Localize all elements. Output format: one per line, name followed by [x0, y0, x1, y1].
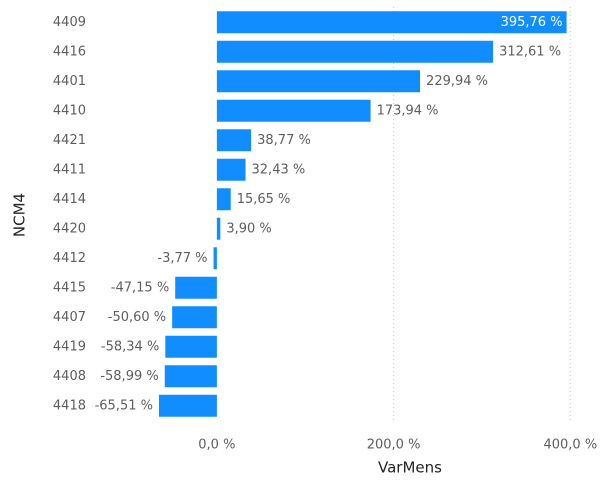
bar — [216, 188, 231, 211]
y-tick-label: 4412 — [53, 251, 86, 266]
y-tick-label: 4409 — [53, 15, 86, 30]
data-label: -58,34 % — [101, 339, 159, 354]
bar — [216, 129, 252, 152]
y-tick-label: 4407 — [53, 310, 86, 325]
data-label: 15,65 % — [237, 192, 291, 207]
y-tick-label: 4421 — [53, 133, 86, 148]
y-tick-label: 4411 — [53, 162, 86, 177]
data-label: -50,60 % — [108, 310, 166, 325]
bar — [172, 306, 217, 329]
data-label: -47,15 % — [111, 280, 169, 295]
y-tick-label: 4414 — [53, 192, 86, 207]
bar — [216, 40, 494, 63]
bar — [213, 247, 217, 270]
data-label: -65,51 % — [95, 398, 153, 413]
y-tick-label: 4418 — [53, 398, 86, 413]
y-axis-title: NCM4 — [11, 193, 29, 237]
data-label: 312,61 % — [499, 44, 561, 59]
bar — [216, 99, 371, 122]
data-label: 173,94 % — [377, 103, 439, 118]
y-tick-label: 4408 — [53, 369, 86, 384]
data-label: 32,43 % — [252, 162, 306, 177]
data-label: 3,90 % — [226, 221, 271, 236]
x-tick-label: 400,0 % — [543, 438, 597, 453]
data-label: 38,77 % — [257, 133, 311, 148]
bar — [216, 70, 421, 93]
bar — [175, 276, 217, 299]
y-tick-label: 4410 — [53, 103, 86, 118]
data-label: -3,77 % — [157, 251, 207, 266]
y-tick-label: 4419 — [53, 339, 86, 354]
y-tick-label: 4401 — [53, 74, 86, 89]
x-tick-label: 200,0 % — [367, 438, 421, 453]
data-label: -58,99 % — [100, 369, 158, 384]
bar — [216, 11, 567, 34]
y-tick-label: 4415 — [53, 280, 86, 295]
x-axis-title: VarMens — [378, 459, 442, 477]
bar — [165, 335, 217, 358]
x-tick-label: 0,0 % — [198, 438, 235, 453]
bar — [158, 394, 217, 417]
data-label: 395,76 % — [501, 15, 563, 30]
bar — [216, 217, 221, 240]
y-tick-label: 4416 — [53, 44, 86, 59]
bar — [216, 158, 246, 181]
y-tick-label: 4420 — [53, 221, 86, 236]
bar — [164, 365, 217, 388]
data-label: 229,94 % — [426, 74, 488, 89]
